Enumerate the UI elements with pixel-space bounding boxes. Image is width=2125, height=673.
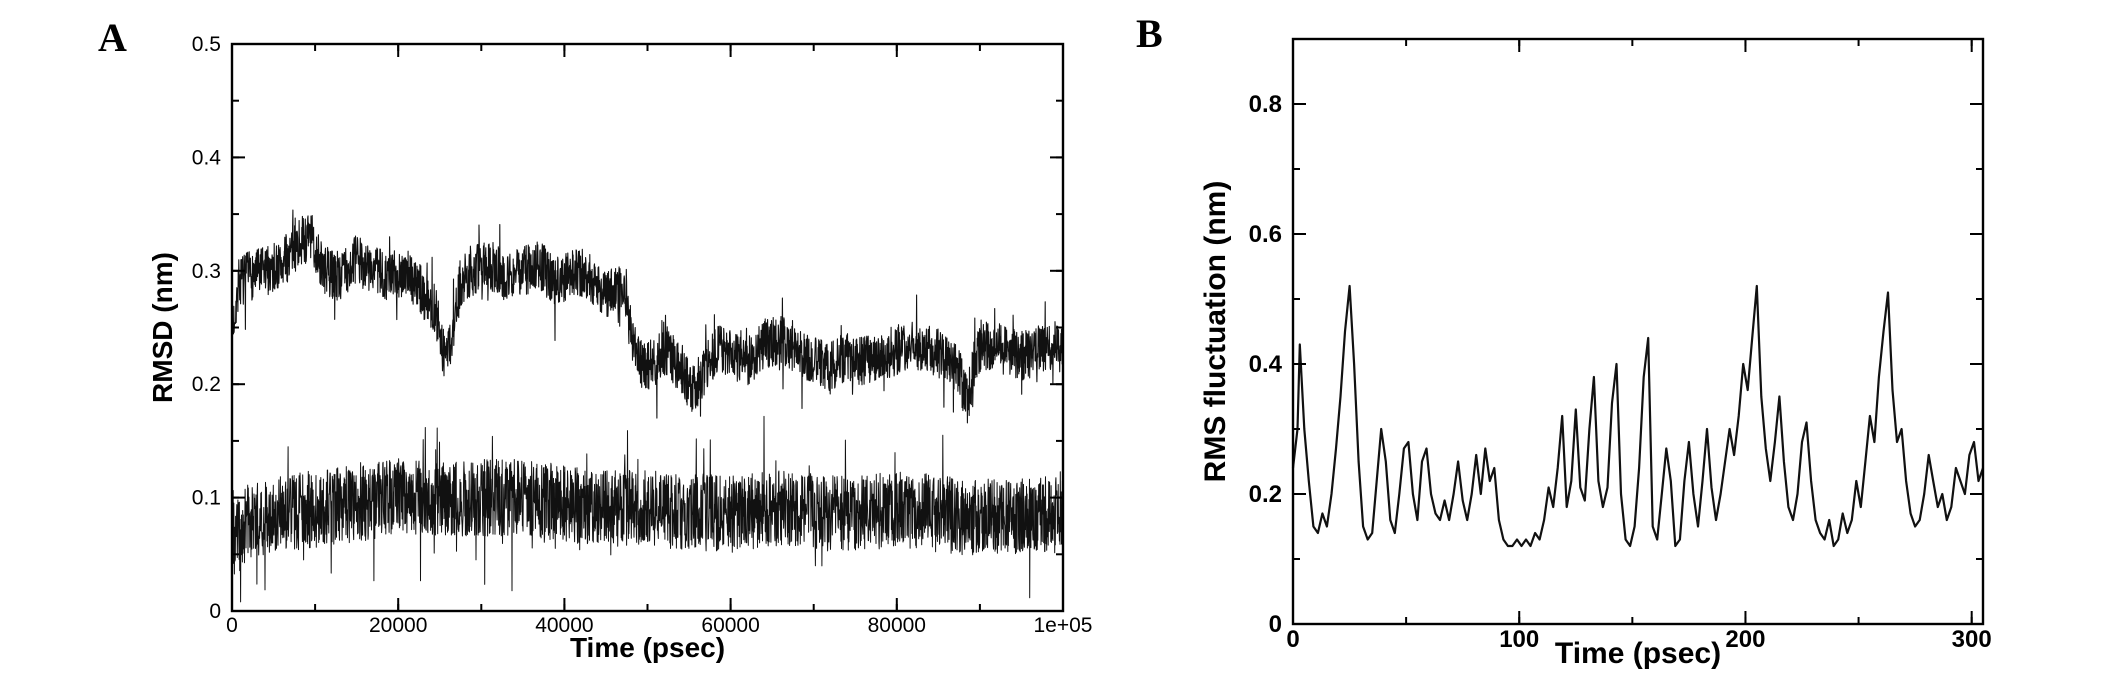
svg-text:0: 0 xyxy=(226,614,238,637)
rms-fluctuation-vs-time-chart: 0 100 200 300 0 0.2 0.4 0.6 0.8 Time (psec) RMS fl… xyxy=(1199,37,1992,670)
svg-text:0.4: 0.4 xyxy=(1249,351,1283,378)
panel-b-label: B xyxy=(1136,11,1163,56)
svg-text:0.1: 0.1 xyxy=(192,487,221,510)
panel-a-label: A xyxy=(98,15,127,60)
svg-text:Time (psec): Time (psec) xyxy=(570,632,725,663)
svg-text:100: 100 xyxy=(1499,626,1539,653)
svg-text:RMS fluctuation (nm): RMS fluctuation (nm) xyxy=(1199,181,1232,483)
svg-text:0.2: 0.2 xyxy=(1249,481,1282,508)
svg-text:20000: 20000 xyxy=(369,614,427,637)
svg-text:0: 0 xyxy=(209,600,221,623)
rmsd-vs-time-chart: 0 20000 40000 60000 80000 1e+05 0 0.1 0.2 0.3 0.4 0… xyxy=(147,33,1093,663)
svg-text:0.8: 0.8 xyxy=(1249,91,1282,118)
svg-text:40000: 40000 xyxy=(535,614,593,637)
svg-text:200: 200 xyxy=(1725,626,1765,653)
svg-text:RMSD (nm): RMSD (nm) xyxy=(147,252,178,403)
svg-text:0.4: 0.4 xyxy=(192,146,222,169)
svg-text:0.6: 0.6 xyxy=(1249,221,1282,248)
svg-text:0: 0 xyxy=(1286,626,1299,653)
svg-text:0.5: 0.5 xyxy=(192,33,221,56)
svg-text:0.3: 0.3 xyxy=(192,260,221,283)
svg-text:0.2: 0.2 xyxy=(192,373,221,396)
svg-text:1e+05: 1e+05 xyxy=(1034,614,1093,637)
svg-text:300: 300 xyxy=(1952,626,1992,653)
svg-text:80000: 80000 xyxy=(868,614,926,637)
svg-text:60000: 60000 xyxy=(701,614,759,637)
svg-text:0: 0 xyxy=(1269,611,1282,638)
svg-text:Time (psec): Time (psec) xyxy=(1555,637,1721,670)
